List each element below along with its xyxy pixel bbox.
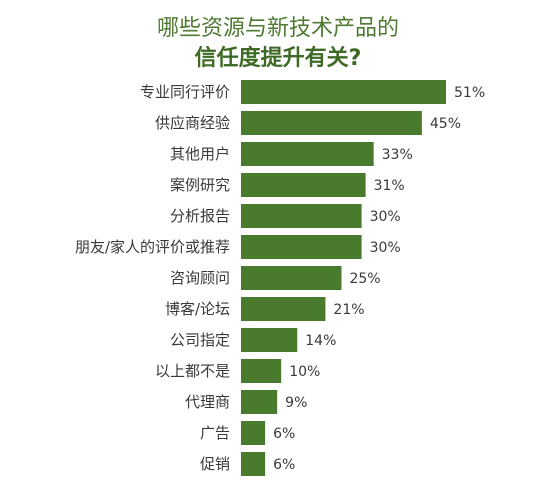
value-label: 21% (333, 302, 364, 318)
category-label: 其他用户 (170, 145, 230, 163)
bar (241, 80, 446, 104)
chart-title-line-2: 信任度提升有关? (194, 46, 362, 71)
bar (241, 204, 362, 228)
value-label: 30% (370, 240, 401, 256)
value-label: 51% (454, 85, 485, 101)
category-label: 代理商 (185, 393, 230, 411)
bar (241, 235, 362, 259)
bar (241, 390, 278, 414)
value-label: 6% (273, 457, 295, 473)
bar (241, 111, 422, 135)
category-label: 促销 (200, 455, 230, 473)
category-label: 供应商经验 (155, 114, 230, 132)
value-label: 45% (430, 116, 461, 132)
category-label: 公司指定 (170, 331, 230, 349)
value-label: 31% (374, 178, 405, 194)
value-label: 33% (382, 147, 413, 163)
bar (241, 359, 282, 383)
value-label: 14% (305, 333, 336, 349)
value-label: 6% (273, 426, 295, 442)
chart-title: 哪些资源与新技术产品的 信任度提升有关? (0, 14, 556, 74)
category-label: 以上都不是 (155, 362, 230, 380)
category-label: 广告 (200, 424, 230, 442)
value-label: 25% (349, 271, 380, 287)
value-label: 9% (285, 395, 307, 411)
bar (241, 421, 266, 445)
category-label: 朋友/家人的评价或推荐 (75, 238, 230, 256)
bar (241, 452, 266, 476)
category-label: 案例研究 (170, 176, 230, 194)
value-label: 10% (289, 364, 320, 380)
category-label: 博客/论坛 (165, 300, 230, 318)
bar (241, 173, 366, 197)
category-label: 咨询顾问 (170, 269, 230, 287)
bar (241, 266, 342, 290)
bar (241, 328, 298, 352)
category-label: 专业同行评价 (140, 83, 230, 101)
bar (241, 142, 374, 166)
chart-title-line-1: 哪些资源与新技术产品的 (156, 16, 399, 41)
bar (241, 297, 326, 321)
category-label: 分析报告 (170, 207, 230, 225)
value-label: 30% (370, 209, 401, 225)
